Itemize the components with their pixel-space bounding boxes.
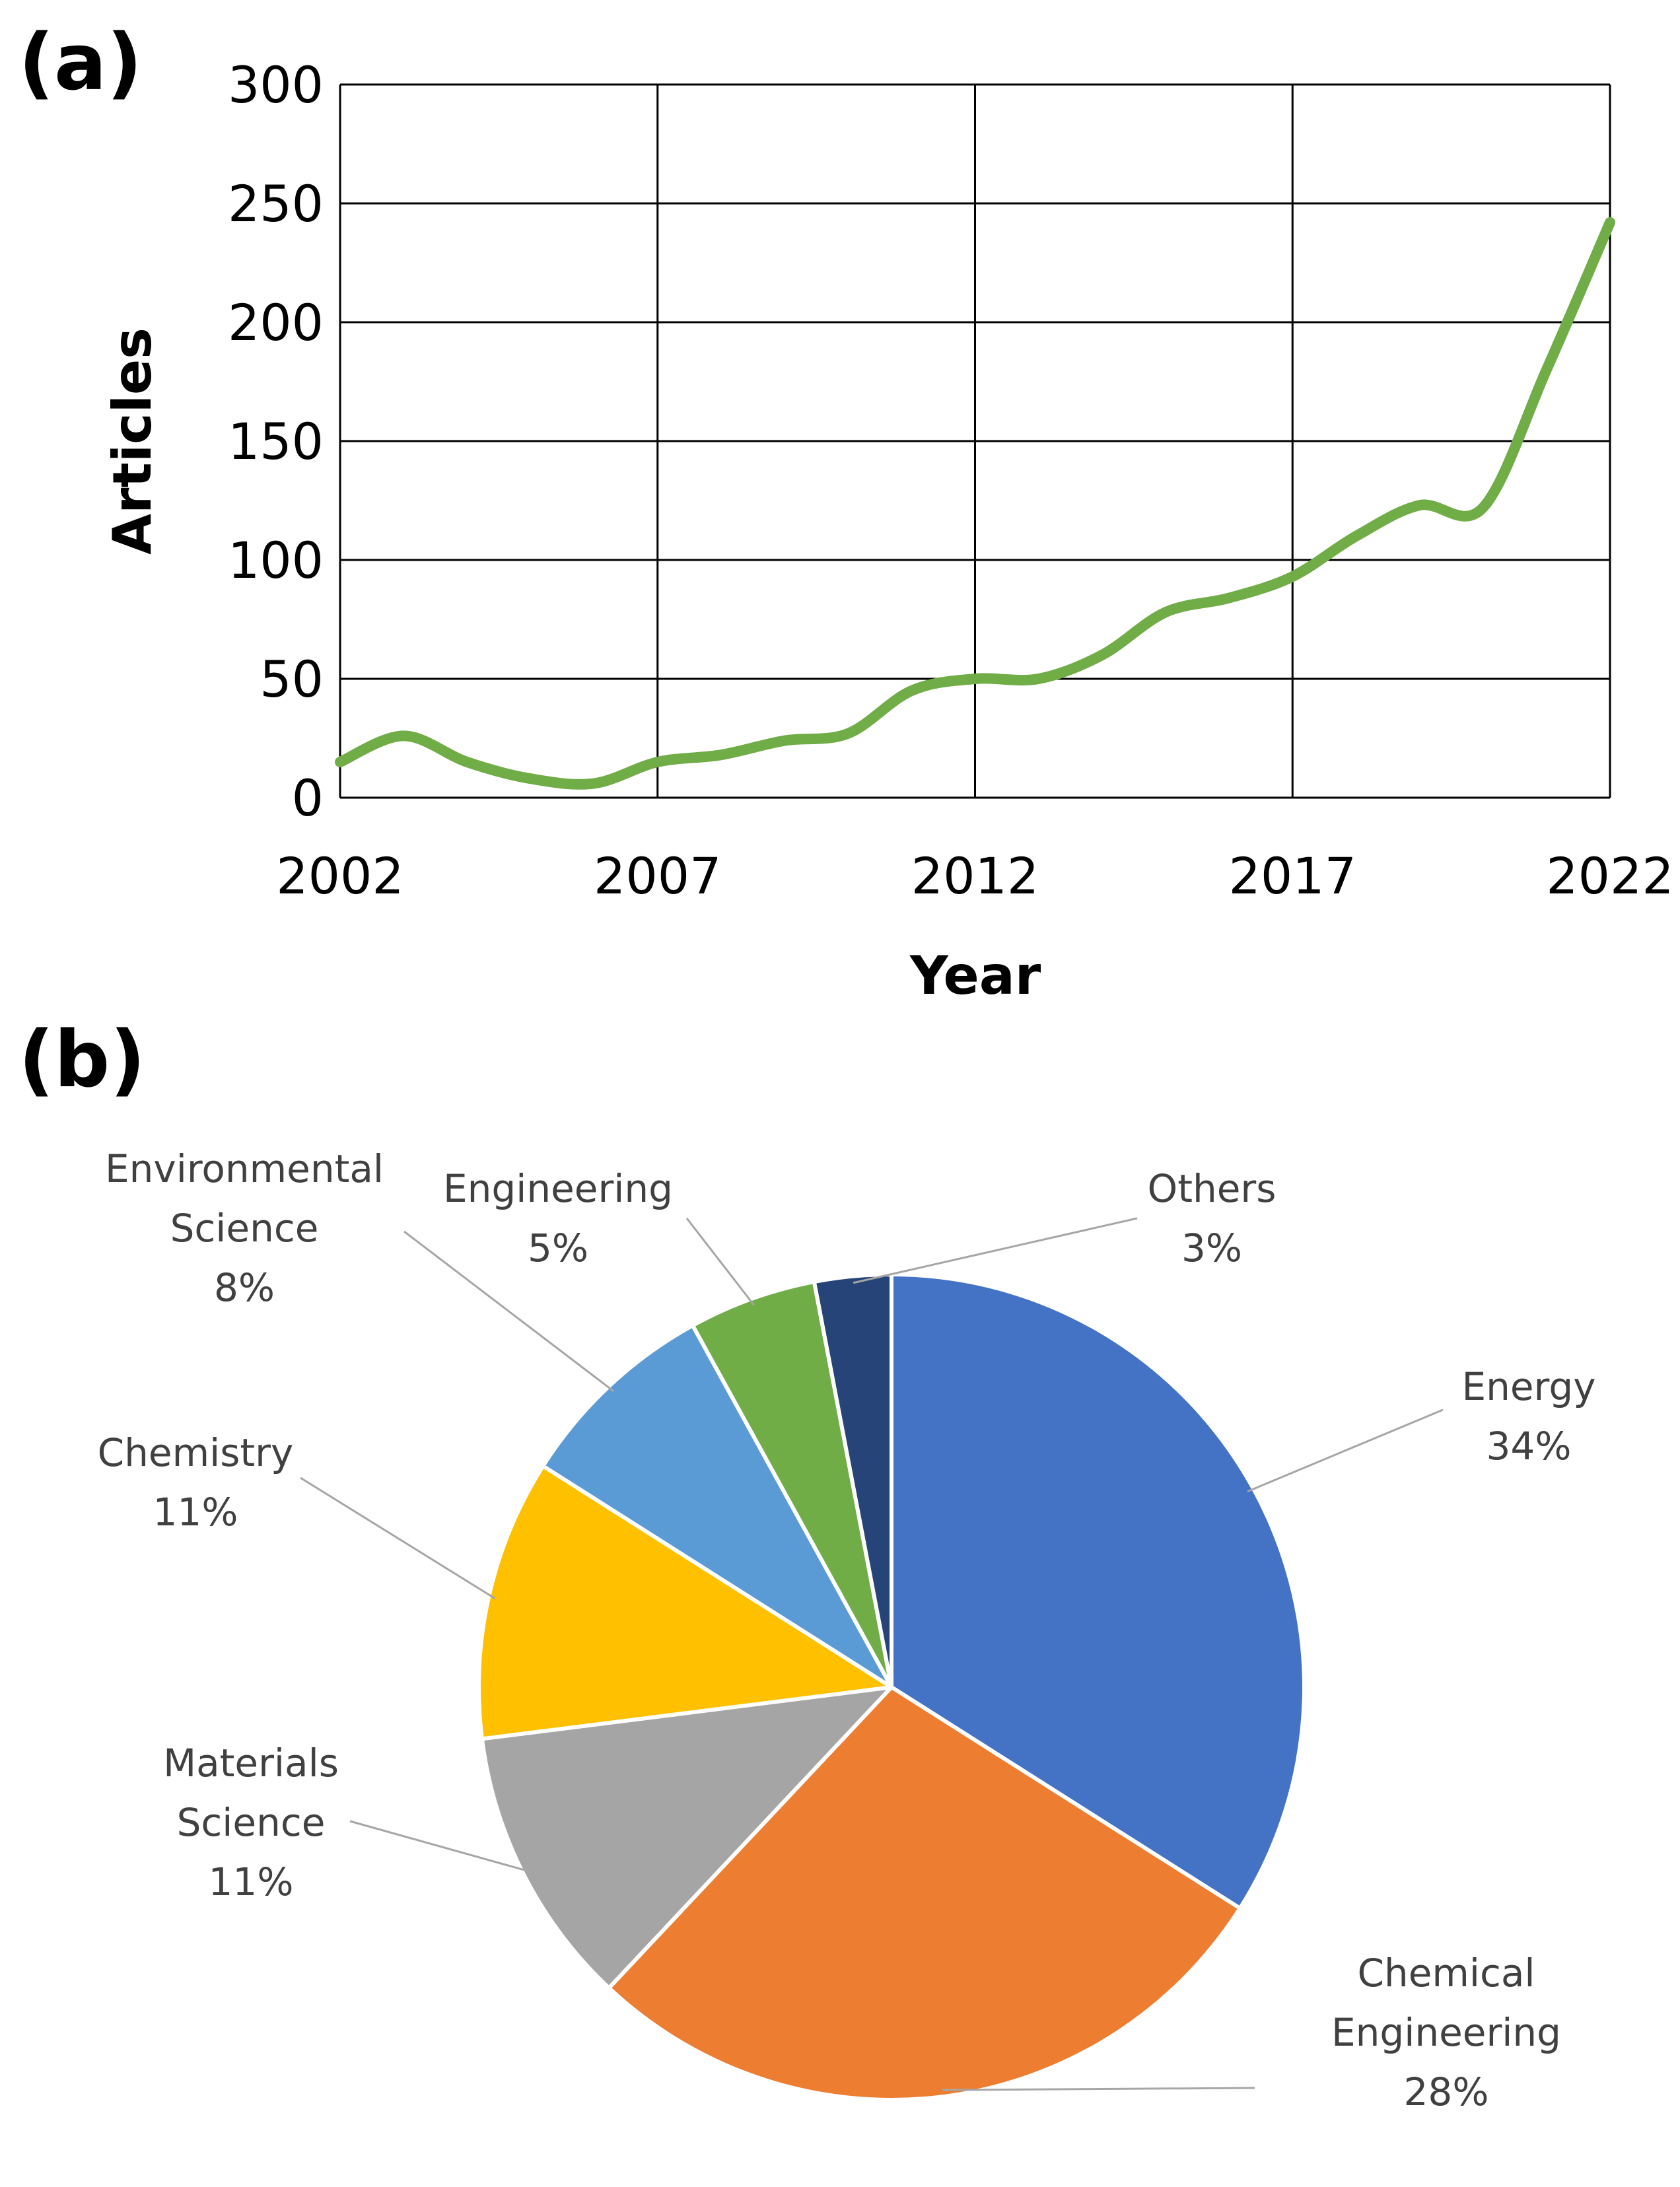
slice-label-energy: Energy [1461, 1364, 1595, 1409]
x-tick-label: 2002 [276, 847, 403, 905]
articles-data-point [783, 740, 786, 742]
x-tick-label: 2022 [1546, 847, 1673, 905]
y-tick-label: 300 [228, 55, 324, 114]
x-tick-label: 2017 [1229, 847, 1356, 905]
slice-label-others: Others [1148, 1166, 1277, 1211]
articles-data-point [1228, 597, 1230, 600]
articles-data-point [402, 734, 405, 737]
articles-series-line [335, 217, 1615, 790]
x-tick-label: 2007 [594, 847, 721, 905]
articles-data-point [720, 753, 722, 756]
y-axis-title: Articles [102, 328, 163, 555]
articles-data-point [974, 677, 977, 680]
y-tick-label: 200 [228, 293, 324, 352]
slice-percent-engineering: 5% [528, 1226, 588, 1270]
leader-line-others [853, 1217, 1138, 1284]
articles-data-point [910, 689, 913, 692]
slice-percent-others: 3% [1181, 1226, 1242, 1270]
y-tick-label: 0 [292, 769, 324, 827]
slice-label-environmental-science: Environmental [105, 1146, 384, 1191]
panel-b-label: (b) [18, 1014, 145, 1105]
articles-data-point [339, 761, 341, 763]
slice-percent-materials-science: 11% [209, 1859, 294, 1904]
x-tick-label: 2012 [911, 847, 1039, 905]
pie-slices [477, 1272, 1306, 2102]
articles-data-point [1418, 504, 1421, 506]
pie-leader-lines [300, 1217, 1444, 2091]
leader-line-engineering [685, 1218, 755, 1306]
slice-percent-environmental-science: 8% [214, 1265, 275, 1310]
leader-line-environmental-science [403, 1230, 614, 1392]
y-tick-label: 150 [228, 412, 324, 471]
y-tick-label: 250 [228, 174, 324, 233]
articles-data-point [1037, 677, 1040, 680]
pie-labels: Energy 34% Chemical Engineering 28% Materials… [98, 1146, 1596, 2114]
line-chart-x-ticks: 2002 2007 2012 2017 2022 [276, 847, 1673, 905]
articles-data-point [1164, 611, 1167, 613]
slice-label-engineering: Engineering [443, 1166, 673, 1211]
articles-data-point [1101, 654, 1103, 656]
slice-label-environmental-science: Science [170, 1206, 319, 1251]
pie-slice-chemistry [477, 1464, 893, 1741]
articles-data-point [1482, 506, 1485, 509]
articles-data-point [466, 761, 468, 763]
articles-data-point [1545, 368, 1548, 371]
articles-data-point [1354, 535, 1357, 538]
pie-chart: Energy 34% Chemical Engineering 28% Materials… [98, 1146, 1596, 2114]
panel-a-label: (a) [18, 17, 143, 108]
line-chart-grid [339, 83, 1611, 799]
articles-data-point [656, 761, 659, 763]
y-tick-label: 50 [260, 650, 324, 709]
slice-label-materials-science: Science [177, 1800, 326, 1845]
line-chart-y-ticks: 0 50 100 150 200 250 300 [228, 55, 324, 827]
pie-slice-environmental-science [541, 1323, 893, 1689]
articles-data-point [1291, 575, 1294, 578]
slice-label-chemistry: Chemistry [98, 1430, 294, 1475]
y-tick-label: 100 [228, 531, 324, 590]
slice-percent-chemistry: 11% [153, 1490, 238, 1535]
articles-data-point [529, 777, 532, 780]
slice-percent-chemical-engineering: 28% [1404, 2069, 1489, 2114]
pie-slice-chemical-engineering [607, 1685, 1242, 2102]
slice-label-chemical-engineering: Chemical [1357, 1951, 1535, 1996]
x-axis-title: Year [909, 945, 1041, 1006]
line-chart-series [335, 217, 1615, 790]
leader-line-chemistry [300, 1476, 496, 1600]
leader-line-materials-science [349, 1820, 530, 1873]
articles-data-point [593, 782, 596, 784]
pie-slice-materials-science [479, 1685, 893, 1990]
slice-label-materials-science: Materials [163, 1741, 339, 1786]
articles-data-point [847, 732, 849, 735]
pie-slice-engineering [690, 1280, 893, 1689]
leader-line-energy [1247, 1408, 1444, 1493]
leader-line-chemical-engineering [942, 2087, 1255, 2091]
slice-percent-energy: 34% [1487, 1424, 1572, 1469]
articles-data-point [1609, 221, 1611, 224]
slice-label-chemical-engineering: Engineering [1331, 2010, 1561, 2055]
